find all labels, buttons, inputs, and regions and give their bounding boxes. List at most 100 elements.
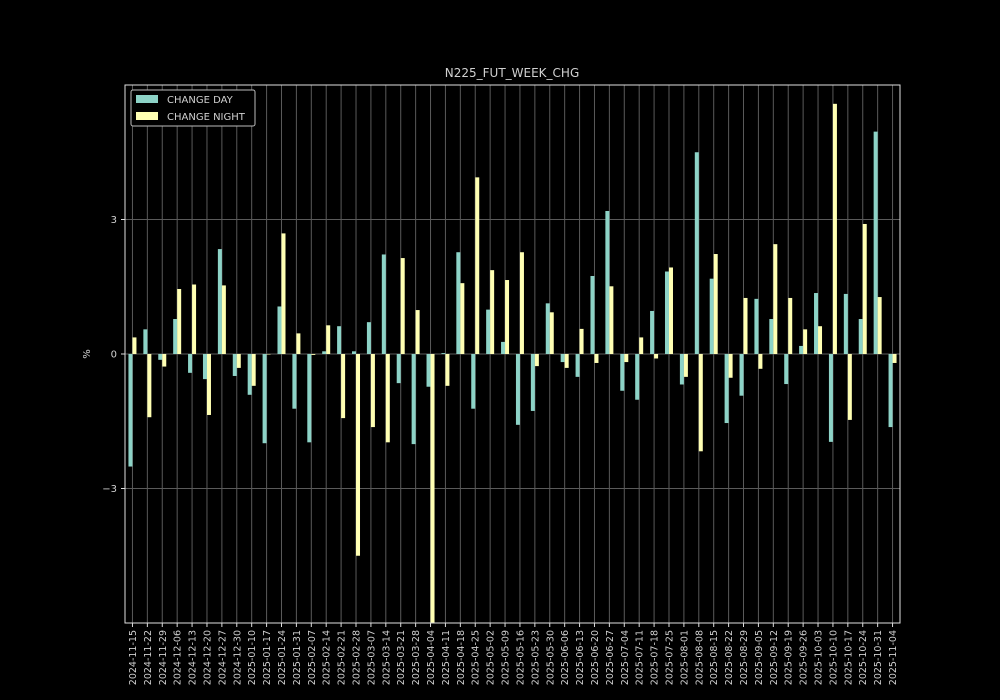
x-tick-label: 2025-05-23 bbox=[530, 630, 541, 685]
legend-swatch-day bbox=[136, 95, 158, 103]
bar-change-night bbox=[281, 233, 286, 354]
x-tick-label: 2024-12-06 bbox=[173, 630, 184, 685]
bar-change-day bbox=[471, 354, 476, 409]
bar-change-night bbox=[877, 297, 882, 354]
bar-change-day bbox=[232, 354, 237, 376]
bar-change-night bbox=[385, 354, 390, 443]
x-tick-label: 2025-09-19 bbox=[784, 630, 795, 685]
bar-change-day bbox=[441, 353, 446, 354]
bar-change-day bbox=[620, 354, 625, 391]
x-tick-label: 2025-04-04 bbox=[426, 630, 437, 685]
x-tick-label: 2025-07-25 bbox=[664, 630, 675, 685]
legend-label-night: CHANGE NIGHT bbox=[167, 112, 246, 123]
bar-change-day bbox=[560, 354, 565, 363]
x-tick-label: 2025-06-06 bbox=[560, 630, 571, 685]
bar-change-night bbox=[579, 328, 584, 354]
bar-change-night bbox=[698, 354, 703, 452]
x-tick-label: 2025-11-04 bbox=[888, 630, 899, 685]
bar-change-day bbox=[590, 275, 595, 354]
bar-change-day bbox=[694, 152, 699, 354]
bar-change-day bbox=[262, 354, 267, 444]
x-tick-label: 2025-02-28 bbox=[352, 630, 363, 685]
x-tick-label: 2025-05-30 bbox=[545, 630, 556, 685]
x-ticks: 2024-11-15 2024-11-22 2024-11-29 2024-12-06… bbox=[128, 623, 899, 685]
bar-change-night bbox=[847, 354, 852, 420]
x-tick-label: 2024-11-22 bbox=[143, 630, 154, 685]
bar-change-day bbox=[888, 354, 893, 428]
bar-change-night bbox=[236, 354, 241, 368]
x-tick-label: 2025-09-12 bbox=[769, 630, 780, 685]
bar-change-day bbox=[575, 354, 580, 377]
x-tick-label: 2024-12-30 bbox=[232, 630, 243, 685]
bar-change-day bbox=[158, 354, 163, 360]
bar-change-day bbox=[247, 354, 252, 395]
legend-box bbox=[130, 89, 256, 127]
bar-change-night bbox=[609, 286, 614, 354]
bar-change-day bbox=[202, 354, 207, 380]
x-tick-label: 2025-08-22 bbox=[724, 630, 735, 685]
bar-change-night bbox=[743, 297, 748, 354]
x-tick-label: 2025-08-15 bbox=[709, 630, 720, 685]
x-tick-label: 2025-06-27 bbox=[605, 630, 616, 685]
x-tick-label: 2025-06-20 bbox=[590, 630, 601, 685]
bar-change-day bbox=[411, 354, 416, 445]
bar-change-night bbox=[326, 325, 331, 354]
x-tick-label: 2025-03-28 bbox=[411, 630, 422, 685]
bar-change-day bbox=[396, 354, 401, 384]
bar-change-night bbox=[147, 354, 152, 418]
legend-label-day: CHANGE DAY bbox=[167, 95, 234, 106]
x-tick-label: 2025-07-18 bbox=[650, 630, 661, 685]
bar-change-night bbox=[713, 254, 718, 354]
bars bbox=[128, 103, 897, 623]
bar-change-day bbox=[799, 345, 804, 354]
bar-change-night bbox=[668, 267, 673, 354]
bar-change-night bbox=[519, 252, 524, 354]
bar-change-day bbox=[530, 354, 535, 411]
bar-change-night bbox=[475, 177, 480, 354]
x-tick-label: 2025-10-17 bbox=[843, 630, 854, 685]
bar-change-night bbox=[549, 312, 554, 354]
bar-change-night bbox=[773, 244, 778, 354]
x-tick-label: 2025-05-02 bbox=[486, 630, 497, 685]
x-tick-label: 2025-10-24 bbox=[858, 630, 869, 685]
x-tick-label: 2025-09-05 bbox=[754, 630, 765, 685]
bar-change-day bbox=[381, 254, 386, 354]
x-tick-label: 2025-08-01 bbox=[679, 630, 690, 685]
x-tick-label: 2025-06-13 bbox=[575, 630, 586, 685]
bar-change-night bbox=[460, 283, 465, 354]
x-tick-label: 2024-11-15 bbox=[128, 630, 139, 685]
bar-change-night bbox=[624, 354, 629, 363]
bar-change-night bbox=[415, 310, 420, 354]
bar-change-night bbox=[505, 280, 510, 354]
bar-change-day bbox=[605, 210, 610, 354]
bar-change-day bbox=[739, 354, 744, 396]
legend: CHANGE DAY CHANGE NIGHT bbox=[130, 89, 256, 127]
bar-change-day bbox=[456, 252, 461, 354]
bar-change-day bbox=[858, 319, 863, 354]
x-tick-label: 2025-02-21 bbox=[337, 630, 348, 685]
bar-change-day bbox=[873, 131, 878, 354]
y-tick-label: −3 bbox=[102, 484, 117, 495]
bar-change-night bbox=[490, 270, 495, 354]
x-tick-label: 2025-10-03 bbox=[814, 630, 825, 685]
bar-change-night bbox=[788, 297, 793, 354]
x-tick-label: 2025-04-18 bbox=[456, 630, 467, 685]
x-tick-label: 2025-03-21 bbox=[396, 630, 407, 685]
y-axis-label: % bbox=[82, 349, 93, 359]
x-tick-label: 2024-12-27 bbox=[217, 630, 228, 685]
x-tick-label: 2025-01-10 bbox=[247, 630, 258, 685]
bar-change-day bbox=[277, 306, 282, 354]
bar-change-day bbox=[754, 298, 759, 354]
bar-change-night bbox=[192, 284, 197, 354]
bar-change-night bbox=[162, 354, 167, 367]
x-tick-label: 2025-07-04 bbox=[620, 630, 631, 685]
bar-change-day bbox=[769, 319, 774, 354]
bar-change-night bbox=[296, 333, 301, 354]
chart-title: N225_FUT_WEEK_CHG bbox=[445, 66, 580, 80]
bar-change-night bbox=[206, 354, 211, 415]
x-tick-label: 2025-08-29 bbox=[739, 630, 750, 685]
bar-change-day bbox=[128, 354, 133, 467]
bar-change-night bbox=[862, 223, 867, 354]
x-tick-label: 2025-08-08 bbox=[694, 630, 705, 685]
